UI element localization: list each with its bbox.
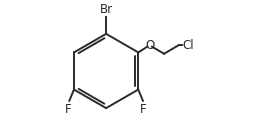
- Text: Cl: Cl: [182, 39, 194, 52]
- Text: F: F: [140, 103, 147, 116]
- Text: F: F: [65, 103, 72, 116]
- Text: O: O: [145, 39, 154, 52]
- Text: Br: Br: [100, 3, 113, 16]
